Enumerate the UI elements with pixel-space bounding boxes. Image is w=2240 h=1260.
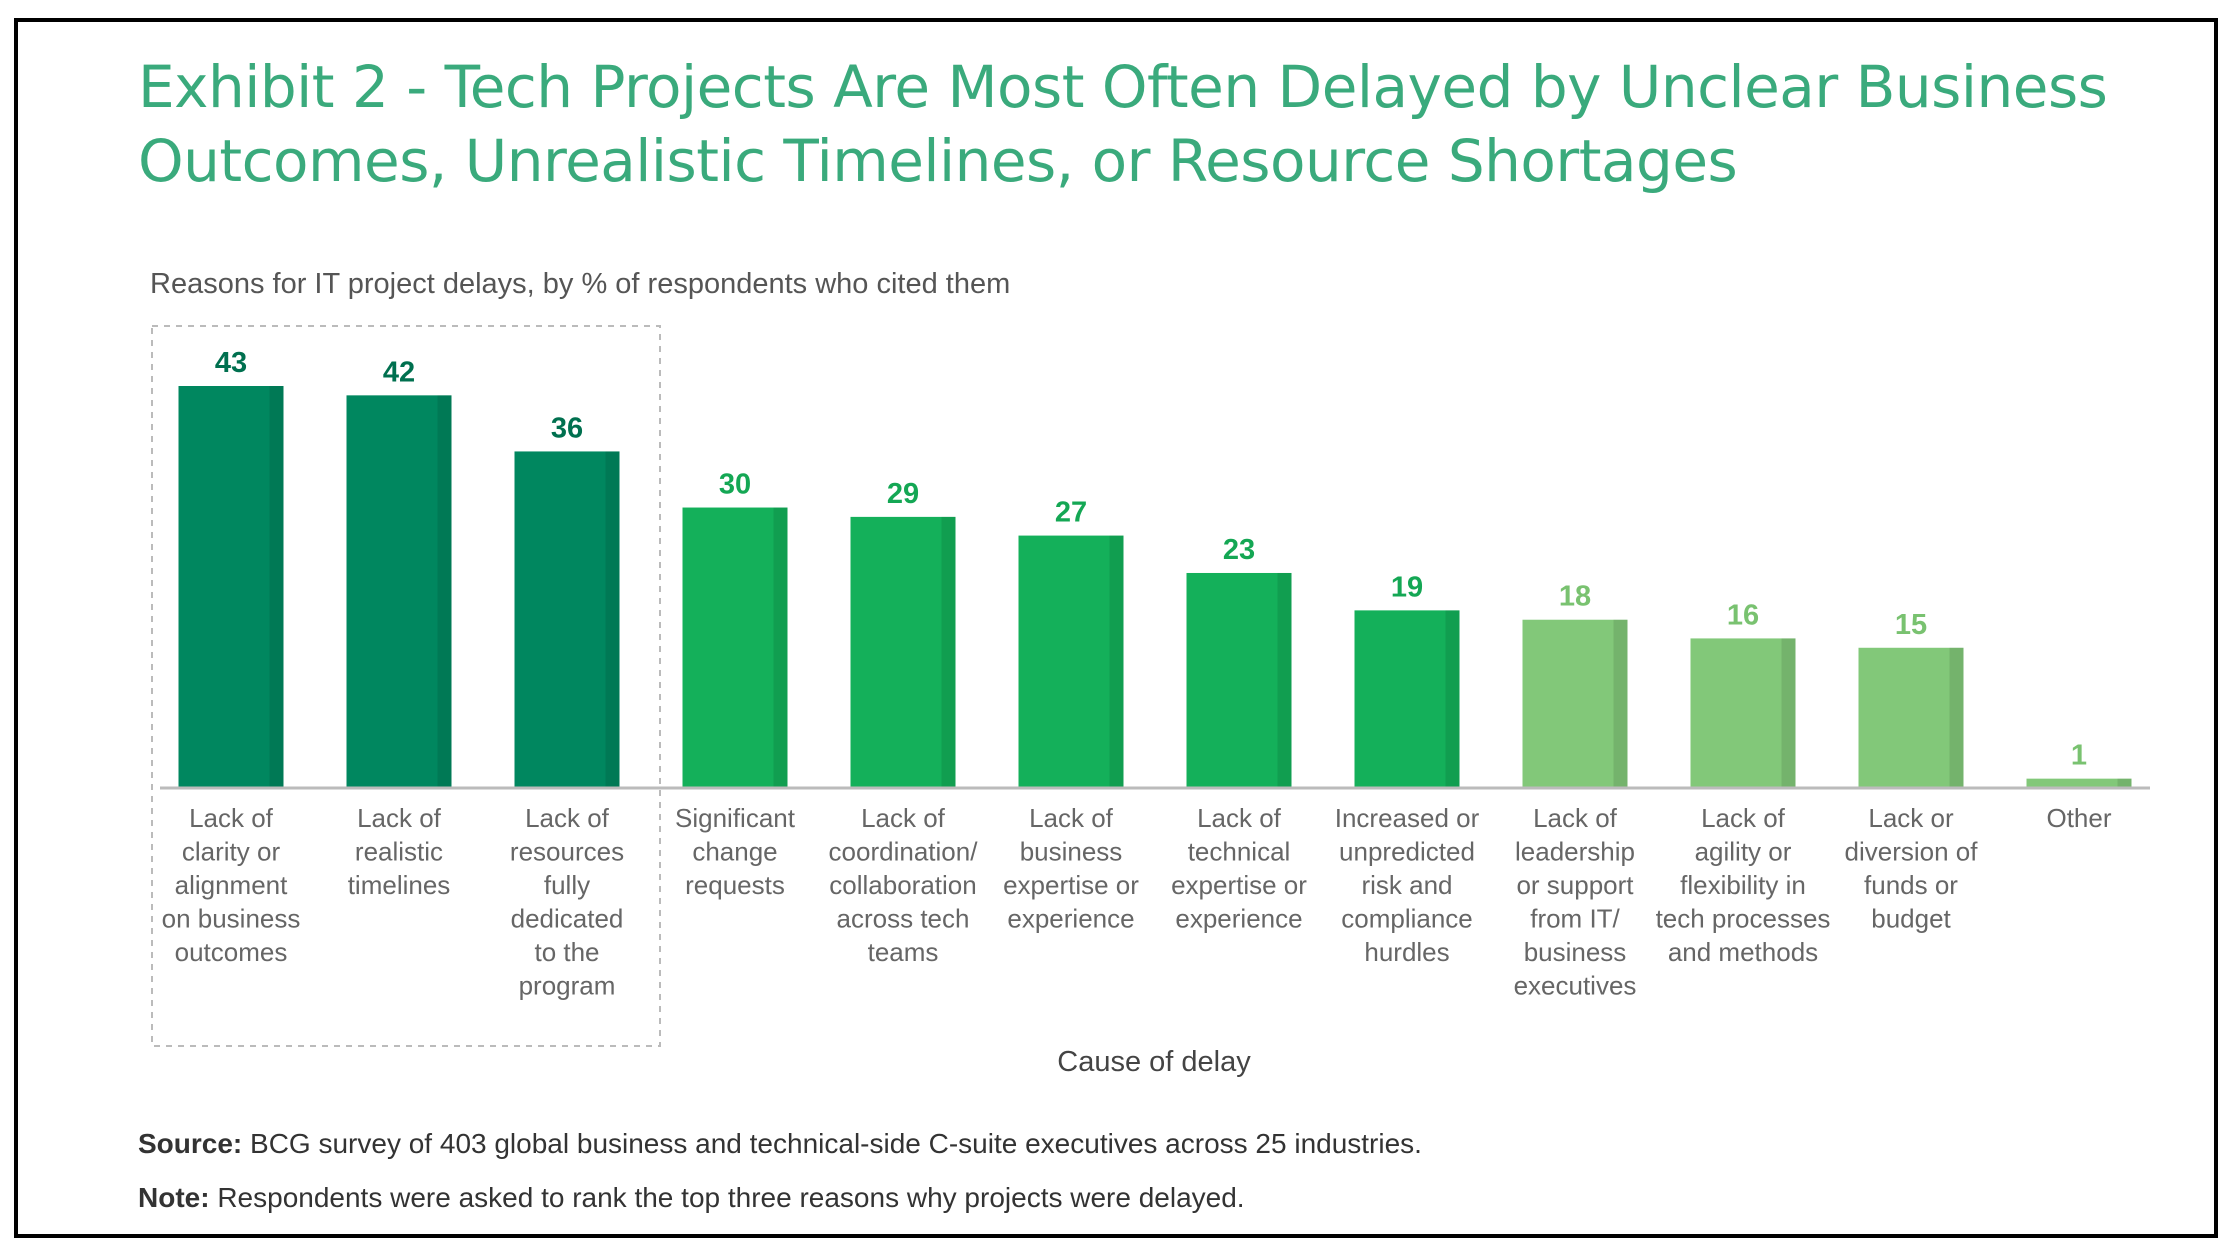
category-label: expertise or [1003,870,1139,900]
bar-value-label: 30 [719,469,751,501]
category-label: unpredicted [1339,837,1475,867]
category-label: change [692,837,777,867]
category-label: from IT/ [1530,904,1620,934]
category-label: leadership [1515,837,1635,867]
category-label: tech processes [1656,904,1831,934]
category-label: flexibility in [1680,870,1806,900]
source-text: BCG survey of 403 global business and te… [250,1128,1422,1159]
bar-shade [773,507,788,788]
bar-value-label: 23 [1223,534,1255,566]
category-label: outcomes [175,937,288,967]
bar [346,395,452,788]
category-label: Lack of [357,803,442,833]
bar-value-label: 19 [1391,571,1423,603]
category-label: dedicated [511,904,624,934]
category-label: risk and [1361,870,1452,900]
category-label: agility or [1695,837,1792,867]
category-label: Significant [675,803,796,833]
category-label: Lack of [1029,803,1114,833]
bar-value-label: 42 [383,356,415,388]
chart-subtitle: Reasons for IT project delays, by % of r… [150,268,1011,300]
note-footnote: Note: Respondents were asked to rank the… [138,1182,1245,1214]
bar-value-label: 16 [1727,599,1759,631]
category-label: alignment [175,870,289,900]
highlight-box [151,325,661,1047]
bar-shade [1277,572,1292,788]
bar-shade [941,516,956,788]
category-label: Lack of [525,803,610,833]
bar-value-label: 29 [887,478,919,510]
bar-value-label: 43 [215,347,247,379]
bar-shade [437,395,452,788]
category-label: hurdles [1364,937,1449,967]
bar-shade [1613,619,1628,788]
category-label: realistic [355,837,443,867]
bar [682,507,788,788]
category-label: timelines [348,870,451,900]
category-label: technical [1188,837,1291,867]
category-label: program [519,971,616,1001]
bar [514,451,620,788]
bar [1354,610,1460,788]
bar-shade [1781,638,1796,788]
note-text: Respondents were asked to rank the top t… [217,1182,1245,1213]
category-label: resources [510,837,624,867]
bar-shade [269,386,284,788]
bar-shade [1445,610,1460,788]
category-label: Lack of [1533,803,1618,833]
exhibit-title: Exhibit 2 - Tech Projects Are Most Often… [138,53,2108,195]
bar [1690,638,1796,788]
bar-value-label: 36 [551,412,583,444]
category-label: Other [2046,803,2111,833]
category-label: Lack of [861,803,946,833]
category-label: budget [1871,904,1951,934]
category-label: or support [1516,870,1634,900]
category-label: requests [685,870,785,900]
category-label: fully [544,870,590,900]
bar-value-label: 15 [1895,609,1927,641]
category-label: Lack or [1868,803,1954,833]
category-label: compliance [1341,904,1473,934]
category-label: collaboration [829,870,976,900]
bar-shade [605,451,620,788]
category-label: coordination/ [829,837,979,867]
x-axis-title: Cause of delay [1057,1046,1251,1078]
category-label: clarity or [182,837,281,867]
category-label: across tech [837,904,970,934]
bar-value-label: 27 [1055,497,1087,529]
category-label: Lack of [1197,803,1282,833]
category-label: teams [868,937,939,967]
category-label: Lack of [189,803,274,833]
category-label: and methods [1668,937,1818,967]
category-label: executives [1514,971,1637,1001]
bar [850,516,956,788]
bar [178,386,284,788]
bar-value-label: 1 [2071,740,2087,772]
category-label: on business [162,904,301,934]
category-label: experience [1175,904,1302,934]
category-label: experience [1007,904,1134,934]
category-label: Increased or [1335,803,1480,833]
category-label: business [1524,937,1627,967]
category-label: business [1020,837,1123,867]
bar [1522,619,1628,788]
bar [2026,778,2132,788]
bar-shade [1949,647,1964,788]
category-label: Lack of [1701,803,1786,833]
bar [1018,535,1124,788]
category-label: funds or [1864,870,1958,900]
bar-shade [2117,778,2132,788]
note-label: Note: [138,1182,210,1213]
bar [1858,647,1964,788]
bar-value-label: 18 [1559,581,1591,613]
source-footnote: Source: BCG survey of 403 global busines… [138,1128,1422,1160]
bar [1186,572,1292,788]
category-label: diversion of [1845,837,1979,867]
bar-shade [1109,535,1124,788]
category-label: expertise or [1171,870,1307,900]
category-label: to the [534,937,599,967]
source-label: Source: [138,1128,243,1159]
